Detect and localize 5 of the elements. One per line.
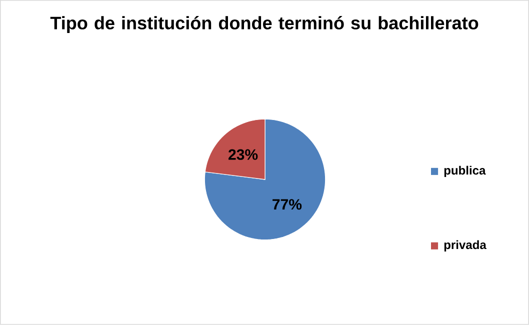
chart-title: Tipo de institución donde terminó su bachillerato	[50, 16, 478, 34]
data-label: 23%	[228, 149, 258, 160]
data-label: 77%	[272, 199, 302, 210]
legend-label: privada	[444, 240, 486, 252]
legend-label: publica	[444, 166, 486, 178]
